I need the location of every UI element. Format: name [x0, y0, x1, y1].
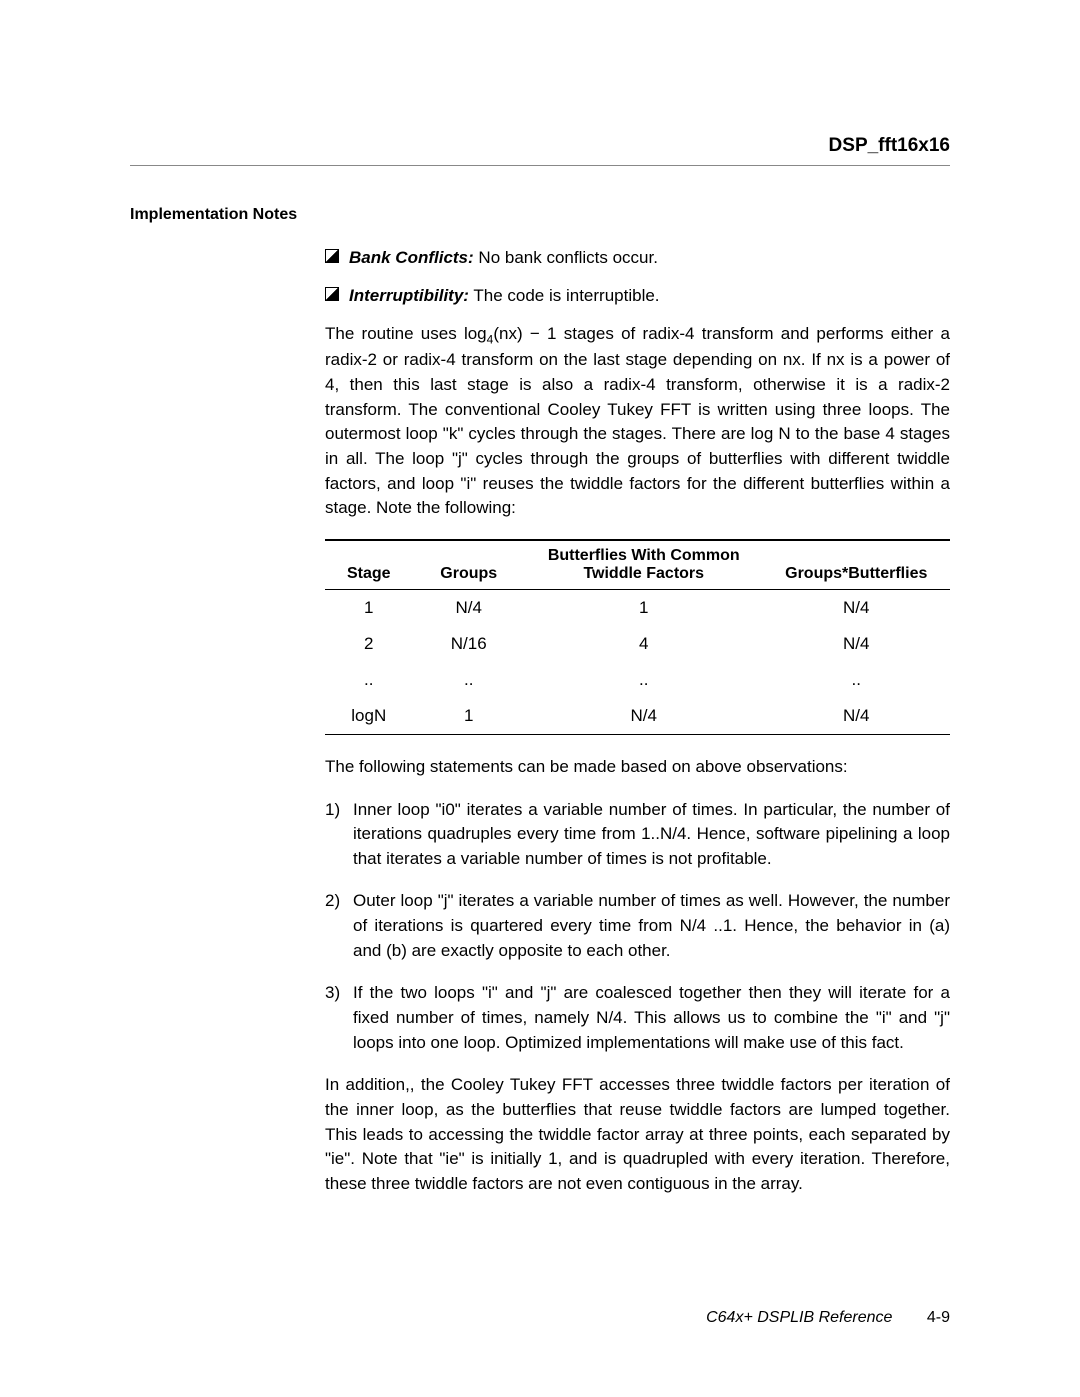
list-text: Inner loop "i0" iterates a variable numb… — [353, 798, 950, 872]
page-footer: C64x+ DSPLIB Reference 4-9 — [706, 1309, 950, 1327]
cell-stage: logN — [325, 698, 413, 735]
list-item: 3) If the two loops "i" and "j" are coal… — [325, 981, 950, 1055]
section-heading: Implementation Notes — [130, 206, 950, 224]
cell-bf: .. — [525, 662, 763, 698]
para-text: (nx) − 1 stages of radix-4 transform and… — [325, 324, 950, 518]
document-page: DSP_fft16x16 Implementation Notes Bank C… — [0, 0, 1080, 1274]
list-text: If the two loops "i" and "j" are coalesc… — [353, 981, 950, 1055]
table-row: logN 1 N/4 N/4 — [325, 698, 950, 735]
table-header-groups-butterflies: Groups*Butterflies — [763, 540, 951, 590]
list-number: 1) — [325, 798, 353, 872]
cell-bf: 4 — [525, 626, 763, 662]
table-row: .. .. .. .. — [325, 662, 950, 698]
bullet-text: Interruptibility: The code is interrupti… — [349, 284, 660, 308]
table-header-stage: Stage — [325, 540, 413, 590]
fft-stages-table: Stage Groups Butterflies With Common Twi… — [325, 539, 950, 735]
checkbox-icon — [325, 249, 339, 263]
footer-reference: C64x+ DSPLIB Reference — [706, 1309, 892, 1326]
paragraph: The routine uses log4(nx) − 1 stages of … — [325, 322, 950, 521]
cell-gb: N/4 — [763, 698, 951, 735]
cell-groups: N/16 — [413, 626, 526, 662]
cell-groups: 1 — [413, 698, 526, 735]
bullet-lead: Bank Conflicts: — [349, 248, 474, 267]
list-item: 2) Outer loop "j" iterates a variable nu… — [325, 889, 950, 963]
table-header-butterflies: Butterflies With Common Twiddle Factors — [525, 540, 763, 590]
table-header-groups: Groups — [413, 540, 526, 590]
cell-groups: N/4 — [413, 589, 526, 626]
list-number: 3) — [325, 981, 353, 1055]
cell-gb: N/4 — [763, 589, 951, 626]
cell-gb: .. — [763, 662, 951, 698]
list-text: Outer loop "j" iterates a variable numbe… — [353, 889, 950, 963]
list-number: 2) — [325, 889, 353, 963]
cell-stage: 2 — [325, 626, 413, 662]
numbered-list: 1) Inner loop "i0" iterates a variable n… — [325, 798, 950, 1056]
bullet-lead: Interruptibility: — [349, 286, 469, 305]
page-header-title: DSP_fft16x16 — [130, 135, 950, 166]
table-row: 1 N/4 1 N/4 — [325, 589, 950, 626]
bullet-text: Bank Conflicts: No bank conflicts occur. — [349, 246, 658, 270]
bullet-rest: The code is interruptible. — [469, 286, 660, 305]
cell-bf: 1 — [525, 589, 763, 626]
footer-page-number: 4-9 — [927, 1309, 950, 1326]
cell-bf: N/4 — [525, 698, 763, 735]
table-row: 2 N/16 4 N/4 — [325, 626, 950, 662]
paragraph: The following statements can be made bas… — [325, 755, 950, 780]
para-text: The routine uses log — [325, 324, 487, 343]
checkbox-icon — [325, 287, 339, 301]
list-item: 1) Inner loop "i0" iterates a variable n… — [325, 798, 950, 872]
cell-groups: .. — [413, 662, 526, 698]
paragraph: In addition,, the Cooley Tukey FFT acces… — [325, 1073, 950, 1196]
bullet-item: Interruptibility: The code is interrupti… — [325, 284, 950, 308]
bullet-item: Bank Conflicts: No bank conflicts occur. — [325, 246, 950, 270]
content-block: Bank Conflicts: No bank conflicts occur.… — [325, 246, 950, 1196]
bullet-rest: No bank conflicts occur. — [474, 248, 658, 267]
cell-stage: .. — [325, 662, 413, 698]
cell-stage: 1 — [325, 589, 413, 626]
cell-gb: N/4 — [763, 626, 951, 662]
